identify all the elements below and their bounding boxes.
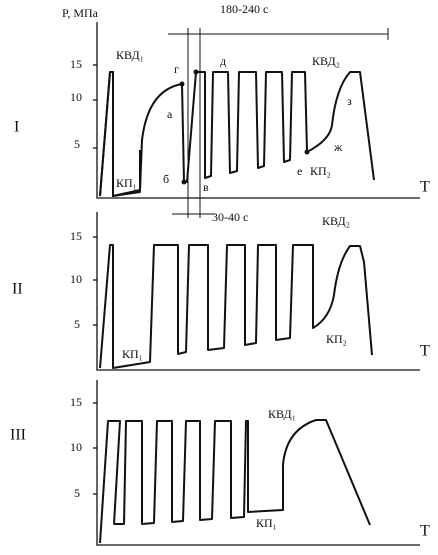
point — [304, 149, 310, 155]
y-tick-label: 10 — [70, 90, 82, 104]
annotation: КВД₁ — [268, 407, 296, 421]
annotation: КП₁ — [116, 176, 137, 190]
annotation: КП₁ — [122, 347, 143, 361]
panel-3 — [93, 380, 420, 546]
pressure-curve — [99, 71, 375, 197]
annotation: КВД₂ — [312, 54, 340, 68]
annotation: ж — [333, 140, 343, 154]
panel-label: I — [14, 119, 19, 136]
y-axis-label: P, МПа — [62, 6, 99, 20]
panel-label: II — [12, 281, 23, 298]
y-tick-label: 10 — [70, 440, 82, 454]
annotation: г — [174, 62, 179, 76]
y-tick-label: 5 — [74, 137, 80, 151]
y-tick-label: 15 — [70, 57, 82, 71]
axes — [96, 22, 420, 199]
annotation: а — [167, 107, 173, 121]
panel-2 — [93, 212, 420, 371]
pressure-curve — [99, 419, 371, 544]
point — [179, 81, 185, 87]
annotation: б — [163, 172, 169, 186]
x-axis-label: T — [420, 179, 430, 196]
annotation: КП₂ — [310, 164, 331, 178]
annotation: КП₂ — [326, 332, 347, 346]
interval-label: 180-240 с — [220, 2, 268, 16]
y-tick-label: 5 — [74, 486, 80, 500]
annotation: КВД₂ — [322, 214, 350, 228]
x-axis-label: T — [420, 343, 430, 360]
y-tick-label: 15 — [70, 395, 82, 409]
pressure-curve — [99, 244, 373, 369]
panel-1 — [93, 22, 420, 218]
annotation: КВД₁ — [116, 48, 144, 62]
interval-label: 30-40 с — [212, 210, 248, 224]
y-tick-label: 10 — [70, 272, 82, 286]
y-tick-label: 15 — [70, 229, 82, 243]
annotation: е — [297, 164, 302, 178]
annotation: КП₁ — [256, 516, 277, 530]
panel-label: III — [10, 427, 26, 444]
y-tick-label: 5 — [74, 317, 80, 331]
x-axis-label: T — [420, 523, 430, 540]
annotation: в — [203, 180, 209, 194]
annotation: з — [347, 94, 352, 108]
axes — [96, 212, 420, 371]
point — [181, 179, 187, 185]
axes — [96, 380, 420, 546]
annotation: д — [220, 54, 226, 68]
point — [193, 69, 199, 75]
